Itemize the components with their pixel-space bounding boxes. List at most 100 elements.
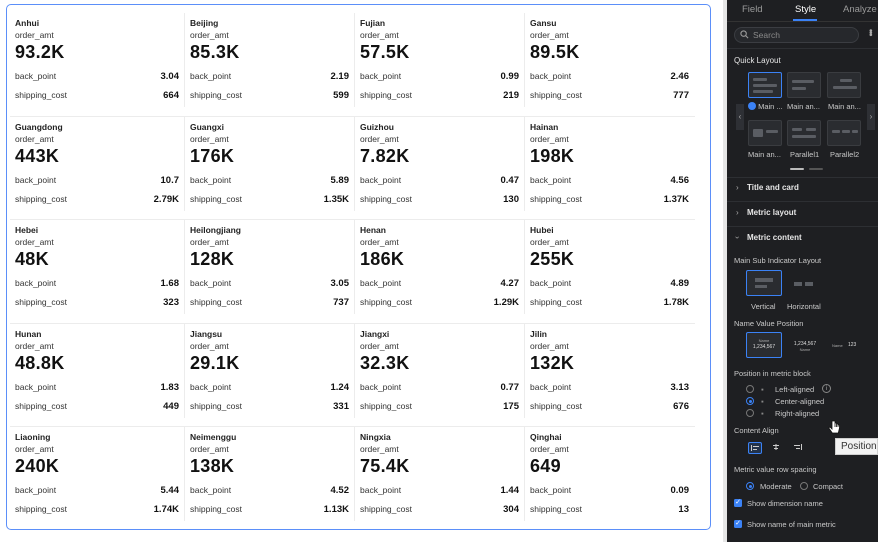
compact-label: Compact [813, 482, 844, 491]
metric-cell[interactable]: Beijing order_amt 85.3K back_point 2.19 shipp… [185, 13, 355, 117]
metric-cell[interactable]: Henan order_amt 186K back_point 4.27 shipping… [355, 220, 525, 324]
sub-metric-name: shipping_cost [15, 90, 67, 100]
align-left-button[interactable] [748, 442, 762, 454]
sub-metric-value: 1.68 [160, 278, 180, 290]
show-dimension-name-checkbox[interactable]: ✓ [734, 499, 742, 507]
sub-metric-row: shipping_cost 1.78K [530, 296, 689, 309]
metric-cell[interactable]: Guangxi order_amt 176K back_point 5.89 shippi… [185, 116, 355, 221]
sub-metric-row: back_point 1.24 [190, 381, 349, 394]
name-value-position-label: Name Value Position [734, 319, 804, 328]
layout-horizontal-option[interactable] [787, 270, 821, 296]
sub-metric-name: back_point [360, 174, 402, 185]
align-right-icon [794, 444, 802, 450]
main-metric-value: 48.8K [15, 352, 65, 373]
metric-cell[interactable]: Heilongjiang order_amt 128K back_point 3.05 s… [185, 220, 355, 324]
show-main-metric-name-checkbox[interactable]: ✓ [734, 520, 742, 528]
sub-metric-name: back_point [190, 381, 232, 392]
quick-layout-option-4[interactable] [748, 120, 782, 146]
sub-metric-row: back_point 1.68 [15, 277, 179, 290]
left-aligned-radio[interactable] [746, 385, 754, 393]
sub-metric-name: back_point [190, 485, 232, 496]
metric-cell[interactable]: Anhui order_amt 93.2K back_point 3.04 shippin… [10, 13, 185, 117]
metric-cell[interactable]: Fujian order_amt 57.5K back_point 0.99 shippi… [355, 13, 525, 117]
sub-metric-name: back_point [190, 174, 232, 185]
tab-analyze[interactable]: Analyze [843, 4, 877, 15]
sub-metric-value: 1.29K [493, 297, 519, 309]
metric-cell[interactable]: Jiangsu order_amt 29.1K back_point 1.24 shipp… [185, 323, 355, 428]
sub-metric-name: back_point [360, 278, 402, 289]
sub-metric-name: shipping_cost [360, 193, 412, 204]
main-metric-value: 7.82K [360, 145, 410, 166]
sub-metric-value: 323 [163, 297, 179, 309]
main-metric-value: 75.4K [360, 456, 410, 477]
scroll-left-icon[interactable]: ‹ [736, 104, 744, 130]
panel-tabs: Field Style Analyze [727, 0, 878, 22]
carousel-dot-active[interactable] [790, 168, 804, 170]
tab-field[interactable]: Field [742, 4, 763, 15]
sub-metric-value: 2.46 [670, 71, 690, 82]
quick-layout-option-3[interactable] [827, 72, 861, 98]
align-center-icon [773, 444, 779, 450]
quick-layout-option-2[interactable] [787, 72, 821, 98]
section-title-and-card[interactable]: › Title and card [736, 183, 799, 192]
sub-metric-value: 3.04 [160, 71, 180, 82]
sub-metric-name: shipping_cost [190, 193, 242, 204]
center-aligned-radio[interactable] [746, 397, 754, 405]
metric-cell[interactable]: Qinghai order_amt 649 back_point 0.09 shippin… [525, 427, 695, 531]
metric-cell[interactable]: Gansu order_amt 89.5K back_point 2.46 shippin… [525, 13, 695, 117]
main-metric-value: 85.3K [190, 42, 240, 62]
right-aligned-icon: ▪ [761, 409, 764, 418]
dimension-name: Qinghai [530, 432, 562, 443]
sub-metric-value: 13 [678, 504, 689, 516]
layout-vertical-option[interactable] [746, 270, 782, 296]
right-aligned-radio[interactable] [746, 409, 754, 417]
search-input[interactable] [753, 29, 853, 41]
metric-card-chart[interactable]: Anhui order_amt 93.2K back_point 3.04 shippin… [6, 4, 711, 530]
show-main-metric-name-label: Show name of main metric [747, 520, 836, 529]
name-value-position-side-option[interactable]: Name 123 [832, 342, 857, 348]
sub-metric-value: 10.7 [160, 174, 180, 186]
more-options-icon[interactable]: ••• [866, 29, 876, 36]
metric-cell[interactable]: Liaoning order_amt 240K back_point 5.44 shipp… [10, 427, 185, 531]
panel-divider[interactable] [723, 0, 727, 542]
metric-cell[interactable]: Hubei order_amt 255K back_point 4.89 shipping… [525, 220, 695, 324]
name-value-position-top-option[interactable]: Name 1,234,567 [746, 332, 782, 358]
sub-metric-row: back_point 0.47 [360, 174, 519, 187]
metric-cell[interactable]: Neimenggu order_amt 138K back_point 4.52 ship… [185, 427, 355, 531]
moderate-radio[interactable] [746, 482, 754, 490]
quick-layout-option-6[interactable] [827, 120, 861, 146]
search-box[interactable] [734, 27, 859, 43]
info-icon[interactable]: i [822, 384, 831, 393]
tab-style[interactable]: Style [795, 4, 817, 15]
main-metric-value: 198K [530, 145, 575, 166]
sub-metric-row: shipping_cost 175 [360, 400, 519, 413]
metric-cell[interactable]: Ningxia order_amt 75.4K back_point 1.44 shipp… [355, 427, 525, 531]
sub-metric-value: 5.44 [160, 485, 180, 497]
dimension-name: Ningxia [360, 432, 391, 443]
main-metric-value: 48K [15, 249, 49, 270]
metric-cell[interactable]: Guangdong order_amt 443K back_point 10.7 ship… [10, 116, 185, 221]
sub-metric-value: 1.35K [323, 193, 349, 205]
search-icon [740, 30, 749, 39]
sub-metric-name: back_point [530, 174, 572, 185]
quick-layout-option-5[interactable] [787, 120, 821, 146]
scroll-right-icon[interactable]: › [867, 104, 875, 130]
name-value-position-bottom-option[interactable]: 1,234,567 Name [793, 341, 817, 352]
metric-cell[interactable]: Hebei order_amt 48K back_point 1.68 shipping_… [10, 220, 185, 324]
quick-layout-option-1[interactable] [748, 72, 782, 98]
main-metric-name: order_amt [190, 340, 229, 351]
section-metric-content[interactable]: › Metric content [732, 233, 802, 242]
carousel-dot[interactable] [809, 168, 823, 170]
sub-metric-value: 777 [673, 90, 689, 101]
align-center-button[interactable] [770, 442, 784, 454]
align-right-button[interactable] [792, 442, 806, 454]
sub-metric-value: 0.09 [670, 485, 690, 497]
sub-metric-row: shipping_cost 323 [15, 296, 179, 309]
metric-cell[interactable]: Hainan order_amt 198K back_point 4.56 shippin… [525, 117, 695, 221]
metric-cell[interactable]: Jiangxi order_amt 32.3K back_point 0.77 shipp… [355, 323, 525, 428]
metric-cell[interactable]: Hunan order_amt 48.8K back_point 1.83 shippin… [10, 323, 185, 428]
compact-radio[interactable] [800, 482, 808, 490]
metric-cell[interactable]: Jilin order_amt 132K back_point 3.13 shipping… [525, 324, 695, 428]
metric-cell[interactable]: Guizhou order_amt 7.82K back_point 0.47 shipp… [355, 116, 525, 221]
section-metric-layout[interactable]: › Metric layout [736, 208, 797, 217]
